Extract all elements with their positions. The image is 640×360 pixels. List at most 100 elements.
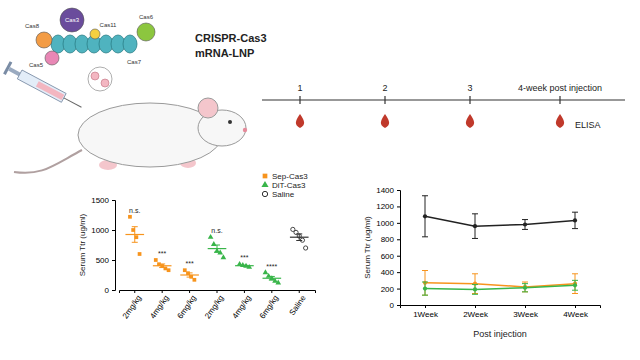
x-tick-mark <box>189 290 190 293</box>
error-bar <box>214 245 220 252</box>
y-tick: 1000 <box>376 219 400 228</box>
figure: Cas3Cas6Cas11Cas8Cas5Cas7CRISPR-Cas3mRNA… <box>0 0 640 360</box>
data-point <box>523 286 527 290</box>
lnp-bubble <box>88 67 112 91</box>
error-bar-cap <box>522 219 528 220</box>
x-tick: 6mg/kg <box>176 290 198 320</box>
data-point <box>221 254 227 259</box>
legend-label: Sep-Cas3 <box>272 172 308 181</box>
significance-label: *** <box>240 254 248 261</box>
error-bar-cap <box>472 273 478 274</box>
y-tick-mark <box>112 200 115 201</box>
data-point <box>208 234 214 239</box>
error-bar-cap <box>422 270 428 271</box>
diagram-subtitle: mRNA-LNP <box>195 47 254 59</box>
x-tick-label: 6mg/kg <box>258 294 280 321</box>
y-tick-label: 400 <box>381 268 395 277</box>
y-tick-label: 800 <box>381 235 395 244</box>
x-tick-label: 4Week <box>563 310 589 319</box>
data-point <box>473 224 477 228</box>
mouse-eye <box>228 120 232 124</box>
y-axis: 050010001500 <box>91 196 115 295</box>
diagram-title: CRISPR-Cas3 <box>195 32 267 44</box>
x-axis-title: Post injection <box>473 329 527 339</box>
x-tick-mark <box>525 305 526 308</box>
data-point <box>573 283 577 287</box>
y-tick: 1000 <box>91 226 115 235</box>
x-tick: Saline <box>288 290 308 317</box>
data-point <box>573 218 577 222</box>
error-bar-cap <box>522 229 528 230</box>
x-tick: 4mg/kg <box>230 290 252 320</box>
error-bar-cap <box>187 277 193 278</box>
syringe-needle <box>64 98 82 107</box>
timeline-label: 2 <box>382 83 387 93</box>
error-bar-cap <box>269 280 275 281</box>
x-tick-mark <box>271 290 272 293</box>
significance-label: n.s. <box>211 227 222 234</box>
error-bar-cap <box>522 282 528 283</box>
data-point <box>128 215 132 219</box>
legend-marker <box>262 191 267 196</box>
error-bar-cap <box>132 242 138 243</box>
y-tick-mark <box>397 190 400 191</box>
error-bar-cap <box>422 195 428 196</box>
error-bar <box>422 271 428 296</box>
error-bar <box>159 264 165 268</box>
error-bar-cap <box>214 245 220 246</box>
x-tick-mark <box>134 290 135 293</box>
x-tick: 3Week <box>513 305 539 319</box>
legend-marker <box>261 181 268 187</box>
error-bar <box>241 265 247 266</box>
error-bar <box>422 196 428 237</box>
x-tick: 4Week <box>563 305 589 319</box>
x-tick-mark <box>244 290 245 293</box>
lnp-particle <box>101 79 109 87</box>
y-tick: 0 <box>105 286 115 295</box>
y-tick-mark <box>397 223 400 224</box>
x-tick: 2mg/kg <box>121 290 143 320</box>
syringe <box>3 61 85 113</box>
error-bar-cap <box>572 273 578 274</box>
x-axis-line <box>120 291 316 294</box>
timeline: 1234-week post injectionELISA <box>262 83 625 130</box>
cas-protein-label: Cas7 <box>127 59 142 65</box>
data-point <box>304 246 308 250</box>
x-tick-label: 2mg/kg <box>203 294 225 321</box>
x-tick: 2Week <box>463 305 489 319</box>
error-bar <box>572 280 578 290</box>
x-tick-label: 2mg/kg <box>121 294 143 321</box>
x-tick-label: 4mg/kg <box>230 294 252 321</box>
x-tick-mark <box>475 305 476 308</box>
y-tick-mark <box>397 272 400 273</box>
error-bar-cap <box>422 236 428 237</box>
blood-drop <box>556 114 564 128</box>
error-bar <box>296 234 302 241</box>
cas-protein-label: Cas11 <box>100 22 118 28</box>
x-tick-mark <box>299 290 300 293</box>
plot-marks <box>422 196 578 295</box>
error-bar-cap <box>472 284 478 285</box>
data-point <box>275 280 281 285</box>
timeline-label: 3 <box>467 83 472 93</box>
error-bar <box>472 214 478 239</box>
syringe-plunger <box>8 67 20 76</box>
y-tick-label: 0 <box>390 301 395 310</box>
significance-label: *** <box>158 250 166 257</box>
y-tick-label: 200 <box>381 285 395 294</box>
error-bar-cap <box>241 266 247 267</box>
y-tick: 400 <box>381 268 400 277</box>
x-tick-label: Saline <box>288 293 308 317</box>
cas-protein <box>137 23 155 41</box>
lnp-particle <box>91 72 99 80</box>
y-tick-label: 1200 <box>376 202 394 211</box>
x-tick-mark <box>217 290 218 293</box>
x-tick-label: 3Week <box>513 310 539 319</box>
cas-protein-label: Cas5 <box>29 62 44 68</box>
error-bar-stem <box>134 227 135 243</box>
error-bar-cap <box>296 240 302 241</box>
error-bar <box>422 282 428 295</box>
x-tick: 4mg/kg <box>148 290 170 320</box>
mouse <box>14 98 247 173</box>
data-point <box>423 214 427 218</box>
